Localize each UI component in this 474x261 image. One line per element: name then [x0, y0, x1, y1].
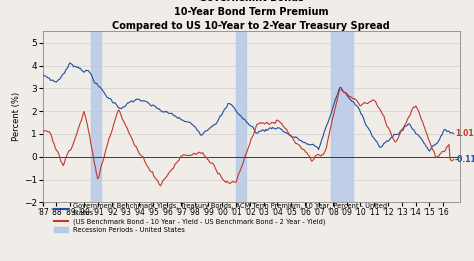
Bar [331, 31, 354, 202]
Legend: Government Benchmark Yields, Treasury Bonds, ACM Term Premium, 10 Year, Percent : Government Benchmark Yields, Treasury Bo… [55, 203, 387, 233]
Title: Governemnt Bonds
10-Year Bond Term Premium
Compared to US 10-Year to 2-Year Trea: Governemnt Bonds 10-Year Bond Term Premi… [112, 0, 390, 31]
Bar [91, 31, 101, 202]
Text: -0.11: -0.11 [455, 155, 474, 164]
Text: 1.01: 1.01 [455, 129, 474, 138]
Bar [236, 31, 246, 202]
Y-axis label: Percent (%): Percent (%) [12, 92, 21, 141]
